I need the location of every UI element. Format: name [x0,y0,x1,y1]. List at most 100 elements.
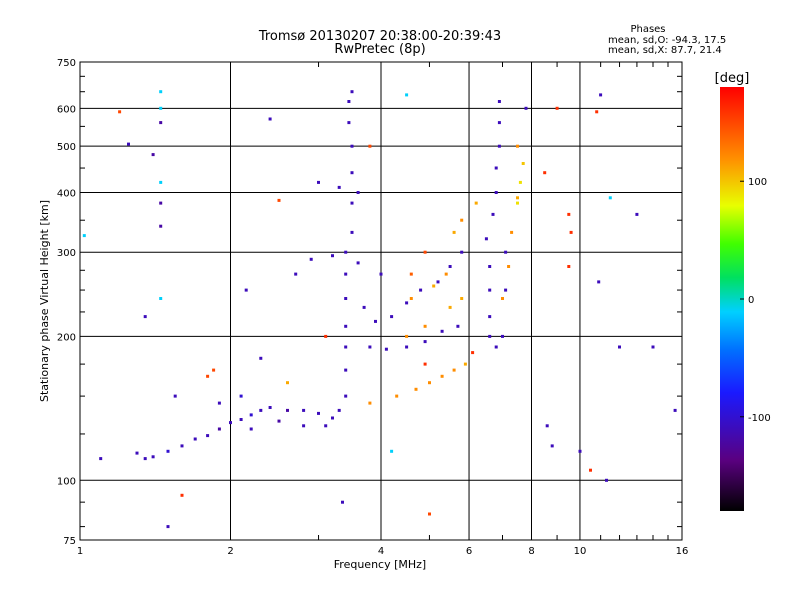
data-point [277,198,281,202]
data-point [567,212,571,216]
data-point [259,356,263,360]
data-point [350,171,354,175]
colorbar-tick-label: -100 [748,413,771,424]
data-point [491,212,495,216]
y-tick-label: 300 [57,248,76,259]
axis-ticks: 1 2 4 6 8 10 16 75 100 200 300 400 500 600 750 [57,58,688,557]
data-point [395,394,399,398]
data-point [159,106,163,110]
y-tick-label: 200 [57,332,76,343]
data-point [599,93,603,97]
data-point [456,324,460,328]
data-point [550,444,554,448]
data-point [423,362,427,366]
y-axis-label: Stationary phase Virtual Height [km] [38,200,51,402]
y-tick-label: 75 [63,536,76,547]
data-point [286,381,289,385]
data-point [448,305,452,309]
data-point [524,106,528,110]
chart-subtitle: RwPretec (8p) [334,42,425,57]
data-point [651,345,655,349]
data-point [206,374,210,378]
data-point [608,196,612,200]
data-point [578,449,582,453]
data-point [384,347,388,351]
colorbar-tick-label: 100 [748,177,767,188]
data-point [471,351,475,355]
x-tick-label: 4 [378,546,384,557]
data-point [302,408,306,412]
data-point [317,180,320,184]
data-point [151,455,155,459]
data-point [510,230,514,234]
data-point [504,250,508,254]
data-point [368,345,372,349]
data-point [436,280,440,284]
data-point [501,334,504,338]
data-point [635,212,639,216]
x-axis-label: Frequency [MHz] [334,558,426,571]
data-point [166,525,170,529]
data-point [488,265,492,268]
data-point [423,250,427,254]
data-point [423,340,427,344]
data-point [159,224,163,228]
data-point [344,368,348,372]
data-point [545,424,549,428]
data-point [99,457,103,461]
data-point [390,315,394,319]
data-point [569,230,573,234]
data-point [268,406,272,409]
data-point [143,457,147,461]
data-point [374,319,377,323]
data-point [501,297,504,300]
data-point [344,394,348,398]
data-point [423,324,427,328]
data-point [488,288,492,292]
data-point [229,421,232,425]
data-point [516,196,519,200]
y-tick-label: 500 [57,142,76,153]
data-point [344,272,348,276]
data-point [409,272,413,276]
data-point [543,171,547,175]
data-point [159,180,163,184]
data-point [344,324,348,328]
data-point [589,468,592,472]
data-point [362,305,366,309]
y-tick-label: 750 [57,58,76,69]
data-point [82,234,86,238]
data-point [405,334,409,338]
data-point [180,493,184,497]
data-point [460,297,464,300]
data-point [217,401,221,405]
data-point [452,230,456,234]
data-point [497,100,501,103]
data-point [567,265,571,268]
data-point [440,374,444,378]
data-point [350,144,354,148]
data-point [405,345,409,349]
colorbar-ticks: 100 0 -100 [740,177,771,424]
data-point [347,100,351,103]
data-point [497,121,501,125]
data-point [521,162,525,165]
data-point [368,144,372,148]
x-tick-label: 1 [77,546,83,557]
grid-lines [80,62,682,540]
data-point [516,201,519,205]
data-point [448,265,452,268]
data-point [173,394,177,398]
data-point [419,288,423,292]
data-point [212,368,216,372]
data-point [331,254,334,258]
data-point [159,297,163,300]
data-point [341,500,344,504]
data-point [555,106,559,110]
data-point [507,265,511,268]
data-point [239,394,243,398]
data-point [350,201,354,205]
data-point [337,408,341,412]
data-point [344,297,348,300]
